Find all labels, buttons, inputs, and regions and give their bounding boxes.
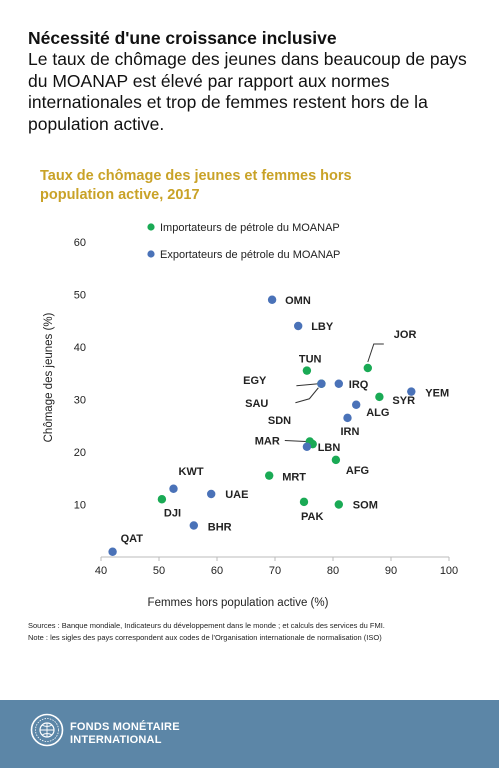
y-tick-label: 60 [74,237,86,249]
point-label-uae: UAE [225,489,248,501]
headline: Nécessité d'une croissance inclusive Le … [28,28,478,135]
point-label-kwt: KWT [179,466,204,478]
point-label-mrt: MRT [282,472,306,484]
point-afg [331,455,341,465]
point-irq [334,379,343,388]
point-irn [343,413,352,423]
leader-lines [284,343,384,442]
point-som [334,500,343,509]
legend-marker [147,250,155,258]
point-bhr [189,521,198,530]
chart-title-line1: Taux de chômage des jeunes et femmes hor… [40,168,352,184]
point-yem [407,387,416,396]
point-label-som: SOM [353,500,378,512]
point-syr [375,392,384,402]
point-sau [317,379,326,388]
point-label-bhr: BHR [208,522,232,534]
point-label-afg: AFG [346,465,369,477]
point-kwt [169,484,178,493]
legend-entry: Importateurs de pétrole du MOANAP [160,222,340,234]
note-line: Note : les sigles des pays correspondent… [28,632,382,642]
point-lby [294,321,303,331]
point-label-pak: PAK [301,511,323,523]
point-label-omn: OMN [285,295,311,307]
imf-seal-icon [30,713,64,747]
point-label-irq: IRQ [349,379,369,391]
sources-line: Sources : Banque mondiale, Indicateurs d… [28,621,385,630]
imf-logo-line2: INTERNATIONAL [70,734,162,746]
x-tick-label: 80 [327,565,339,577]
leader-line-sau [295,387,319,404]
point-mrt [265,471,274,480]
headline-body: Le taux de chômage des jeunes dans beauc… [28,49,467,134]
data-points [108,295,416,556]
point-labels: JOR TUN EGY SYR LBN MAR AFG MRT DJI PAK SOM OMN LBY S… [121,295,450,545]
x-tick-label: 50 [153,565,165,577]
scatter-chart: Taux de chômage des jeunes et femmes hor… [40,168,458,609]
point-label-sdn: SDN [268,415,291,427]
y-tick-label: 10 [74,500,86,512]
leader-line-mar [284,440,306,442]
point-label-tun: TUN [299,354,322,366]
point-pak [299,497,309,507]
imf-logo-line1: FONDS MONÉTAIRE [70,721,180,733]
y-axis-label: Chômage des jeunes (%) [43,312,55,442]
x-tick-label: 70 [269,565,281,577]
point-label-irn: IRN [341,426,360,438]
y-tick-label: 50 [74,290,86,302]
point-label-dji: DJI [164,507,181,519]
y-tick-label: 30 [74,395,86,407]
point-label-lbn: LBN [318,442,341,454]
imf-logo-text: FONDS MONÉTAIRE INTERNATIONAL [70,721,180,747]
leader-line-egy [296,383,319,387]
x-tick-label: 40 [95,565,107,577]
headline-title: Nécessité d'une croissance inclusive [28,28,337,48]
point-omn [267,295,277,304]
point-alg [352,400,361,409]
point-label-yem: YEM [425,388,449,400]
chart-legend: Importateurs de pétrole du MOANAP Exporta… [147,222,340,261]
x-tick-label: 60 [211,565,223,577]
point-sdn [302,442,312,451]
legend-entry: Exportateurs de pétrole du MOANAP [160,249,340,261]
point-label-lby: LBY [311,321,334,333]
point-label-alg: ALG [366,407,389,419]
point-qat [108,547,117,556]
point-label-sau: SAU [245,398,268,410]
point-label-jor: JOR [394,329,417,341]
point-dji [157,495,167,504]
point-label-syr: SYR [392,395,415,407]
legend-marker [147,223,155,231]
point-tun [302,366,312,375]
point-jor [363,363,372,373]
point-label-mar: MAR [255,436,280,448]
x-tick-label: 90 [385,565,397,577]
x-axis-label: Femmes hors population active (%) [148,597,329,609]
point-label-egy: EGY [243,375,267,387]
x-tick-label: 100 [440,565,458,577]
sources-note: Sources : Banque mondiale, Indicateurs d… [28,620,478,643]
point-label-qat: QAT [121,533,144,545]
footer-banner: FONDS MONÉTAIRE INTERNATIONAL [0,700,499,768]
chart-axes: 10 20 30 40 50 60 40 50 60 70 80 90 100 Femmes hors p… [43,237,458,609]
y-tick-label: 20 [74,447,86,459]
chart-title-line2: population active, 2017 [40,187,200,203]
leader-line-jor [367,343,384,363]
y-tick-label: 40 [74,342,86,354]
point-uae [207,489,216,499]
